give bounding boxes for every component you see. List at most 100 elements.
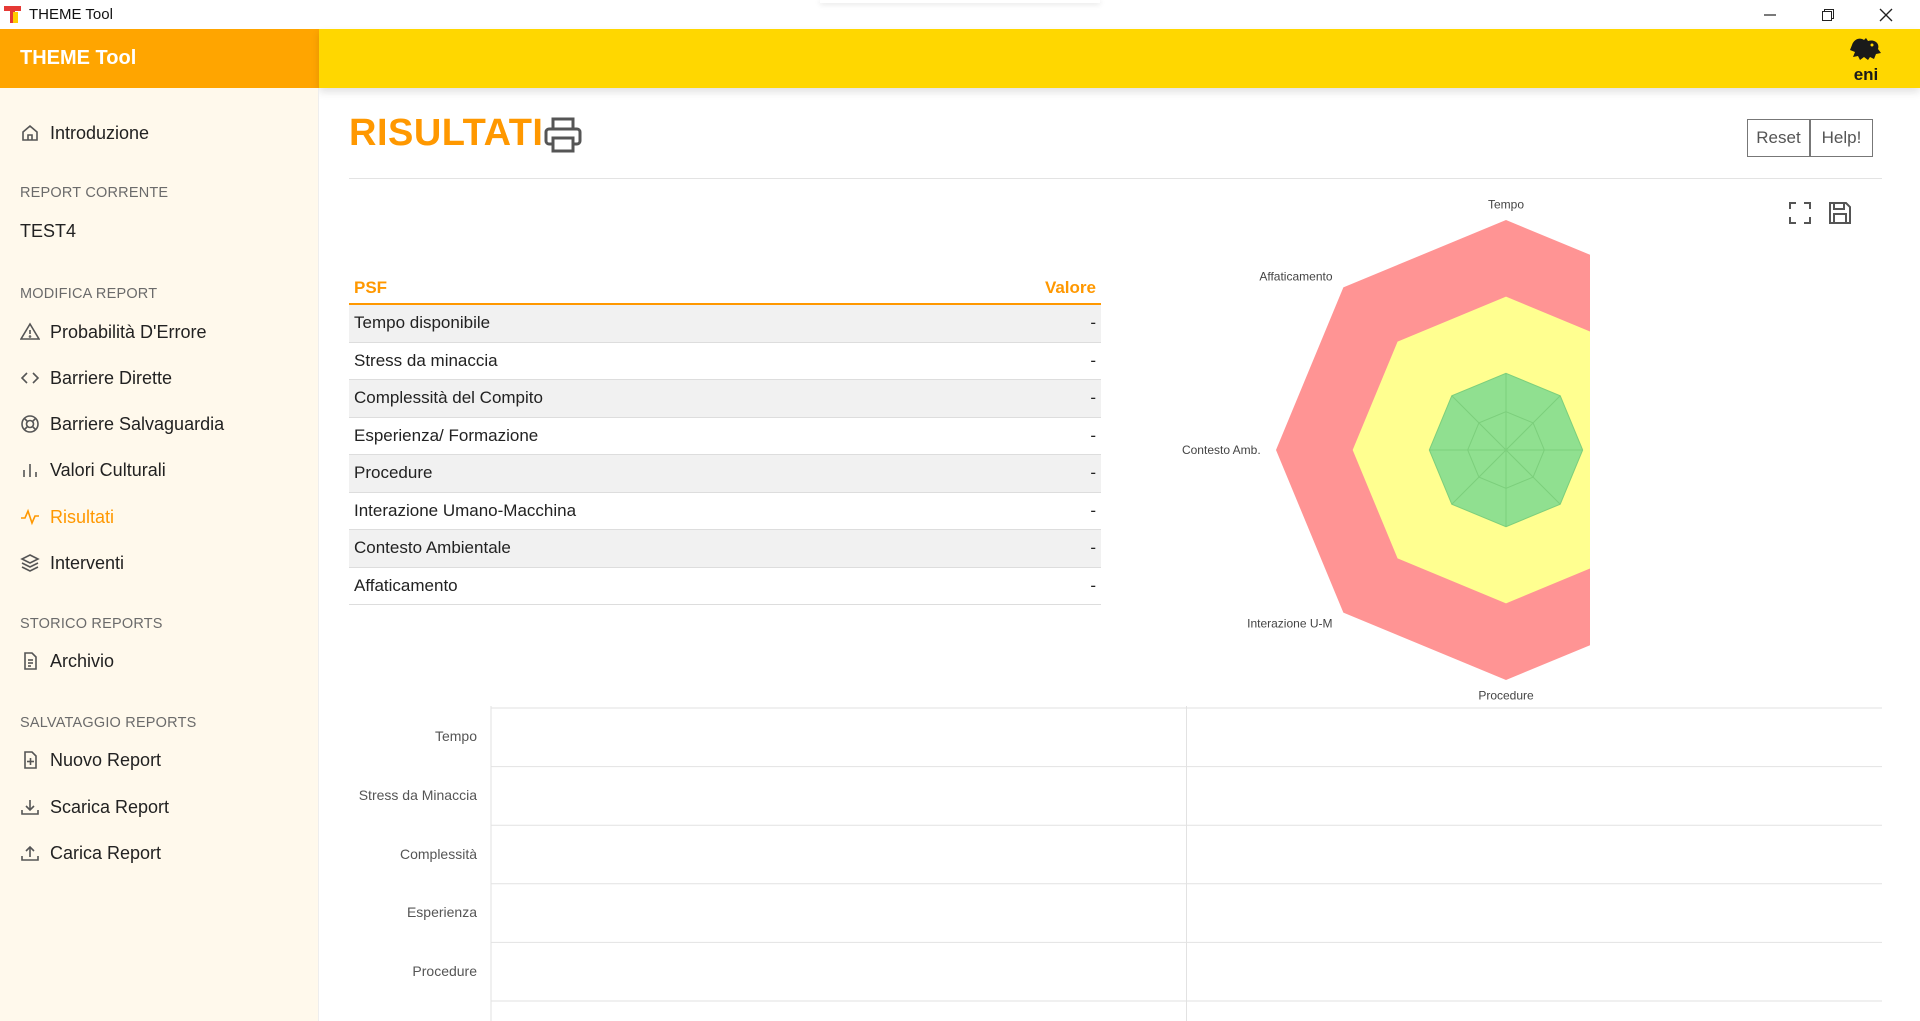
radar-spoke [1451,395,1507,451]
table-row: Esperienza/ Formazione - [349,418,1101,455]
sidebar-item-label: Archivio [50,650,115,671]
sidebar-item-label: Carica Report [50,842,162,863]
sidebar-item-label: Risultati [50,506,115,527]
sidebar-item-label: Scarica Report [50,796,170,817]
row-value: - [1090,350,1096,370]
layers-icon [20,554,40,572]
sidebar-item-label: Interventi [50,552,125,573]
titlebar-shadow [820,0,1100,3]
row-name: Tempo disponibile [354,313,491,333]
section-label-save: SALVATAGGIO REPORTS [20,715,197,731]
table-body: Tempo disponibile - Stress da minaccia - C… [349,305,1101,605]
window-title: THEME Tool [29,6,113,23]
row-name: Contesto Ambientale [354,538,511,558]
column-header-valore: Valore [1044,277,1096,297]
sidebar-item-scarica-report[interactable]: Scarica Report [20,792,169,822]
sidebar-item-label: Introduzione [50,122,150,143]
row-value: - [1090,313,1096,333]
sidebar-item-archivio[interactable]: Archivio [20,646,114,676]
bar-category-label: Stress da Minaccia [358,786,477,803]
restore-button[interactable] [1799,0,1857,29]
radar-axis-label: Contesto Amb. [1182,443,1261,457]
minimize-icon [1764,13,1776,16]
sidebar-item-introduzione[interactable]: Introduzione [20,118,149,148]
bar-category-label: Esperienza [406,904,477,921]
row-name: Stress da minaccia [354,350,498,370]
radar-axis-label: Interazione U-M [1247,617,1332,631]
eni-logo-text: eni [1854,65,1879,83]
bar-chart-grid [490,706,1882,1021]
section-label-current: REPORT CORRENTE [20,185,169,201]
close-icon [1879,8,1893,21]
help-button[interactable]: Help! [1810,119,1873,157]
upload-icon [21,845,39,861]
radar-spoke [1451,449,1507,505]
psf-table: PSF Valore Tempo disponibile - Stress da … [349,272,1101,605]
section-label-modify: MODIFICA REPORT [20,286,158,302]
sidebar-item-label: Barriere Dirette [50,367,173,388]
row-value: - [1090,500,1096,520]
sidebar-item-valori-culturali[interactable]: Valori Culturali [20,455,166,485]
section-label-history: STORICO REPORTS [20,616,163,632]
table-header: PSF Valore [349,272,1101,305]
column-header-psf: PSF [354,277,388,297]
sidebar-item-interventi[interactable]: Interventi [20,548,124,578]
sidebar-item-probabilita[interactable]: Probabilità D'Errore [20,317,207,347]
bar-category-label: Tempo [434,728,477,745]
table-row: Affaticamento - [349,568,1101,605]
warning-icon [20,322,40,340]
sidebar-item-label: Probabilità D'Errore [50,321,207,342]
sidebar-item-carica-report[interactable]: Carica Report [20,838,161,868]
app-icon [4,6,21,23]
row-value: - [1090,538,1096,558]
brand-title: THEME Tool [20,47,137,69]
radar-spoke [1505,449,1561,505]
fullscreen-icon[interactable] [1787,200,1813,226]
reset-button[interactable]: Reset [1747,119,1810,157]
row-name: Affaticamento [354,575,458,595]
file-text-icon [24,652,37,670]
bar-category-label: Complessità [399,845,477,862]
row-name: Complessità del Compito [354,388,543,408]
table-row: Tempo disponibile - [349,305,1101,343]
restore-icon [1822,8,1834,21]
lifebuoy-icon [21,415,39,433]
bar-chart-icon [23,464,37,477]
table-row: Stress da minaccia - [349,343,1101,380]
row-name: Interazione Umano-Macchina [354,500,577,520]
sidebar-item-barriere-dirette[interactable]: Barriere Dirette [20,363,172,393]
row-value: - [1090,425,1096,445]
save-image-icon[interactable] [1827,200,1853,226]
minimize-button[interactable] [1741,0,1799,29]
row-name: Procedure [354,463,433,483]
close-button[interactable] [1857,0,1915,29]
app-brand: THEME Tool [0,29,319,88]
sidebar-item-nuovo-report[interactable]: Nuovo Report [20,745,161,775]
row-value: - [1090,388,1096,408]
home-icon [22,124,38,141]
radar-axis-label: Affaticamento [1259,270,1332,284]
row-value: - [1090,463,1096,483]
sidebar-item-risultati[interactable]: Risultati [20,502,114,532]
sidebar-item-label: Nuovo Report [50,749,162,770]
file-plus-icon [24,751,37,769]
print-icon[interactable] [543,116,583,154]
app-header: eni [319,29,1920,88]
bar-category-label: Procedure [412,962,477,979]
radar-axis-label: Tempo [1488,198,1524,212]
eni-logo-icon: eni [1850,38,1882,83]
sidebar-item-label: Valori Culturali [50,459,166,480]
sidebar-item-label: Barriere Salvaguardia [50,413,225,434]
activity-icon [21,508,39,526]
table-row: Procedure - [349,455,1101,493]
radar-spoke [1505,395,1561,451]
header-divider [349,178,1882,179]
download-icon [21,800,39,815]
bar-chart: Tempo Stress da Minaccia Complessità Esperi… [349,706,1884,1021]
row-value: - [1090,575,1096,595]
code-icon [20,372,40,384]
sidebar-item-barriere-salvaguardia[interactable]: Barriere Salvaguardia [20,409,224,439]
page-title: RISULTATI [349,112,544,154]
table-row: Complessità del Compito - [349,380,1101,418]
